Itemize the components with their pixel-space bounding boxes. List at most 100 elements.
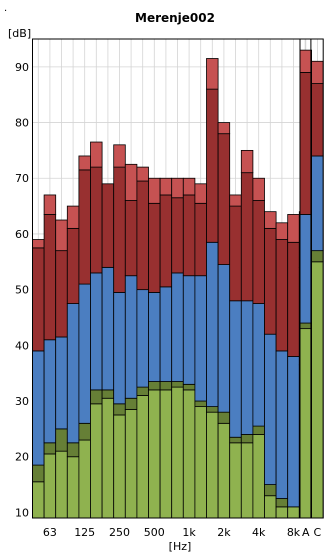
bar-segment-4k-s0 xyxy=(252,434,265,519)
bar-segment-6.3k-s3 xyxy=(275,239,289,352)
bar-segment-160-s1 xyxy=(90,389,103,405)
bar-segment-2.5k-s3 xyxy=(229,205,242,302)
bar-segment-125-s2 xyxy=(78,283,91,424)
bar-segment-630-s2 xyxy=(159,286,173,382)
bar-segment-8k-s4 xyxy=(287,214,300,243)
bar-segment-800-s2 xyxy=(171,272,184,382)
bar-segment-A-s4 xyxy=(299,49,313,73)
bar-segment-80-s4 xyxy=(55,219,68,252)
x-tick-label: 500 xyxy=(144,526,165,539)
bar-segment-800-s3 xyxy=(171,197,184,274)
bar-segment-1.25k-s1 xyxy=(194,400,207,408)
bar-segment-6.3k-s1 xyxy=(275,498,289,508)
bar-segment-63-s3 xyxy=(43,214,57,341)
bar-segment-630-s1 xyxy=(159,381,173,391)
bar-segment-C-s2 xyxy=(311,155,324,252)
bar-segment-160-s4 xyxy=(90,141,103,168)
bar-segment-63-s0 xyxy=(43,453,57,519)
y-tick-label: 50 xyxy=(15,284,29,297)
y-tick-label: 10 xyxy=(15,506,29,519)
x-tick-label: C xyxy=(314,526,322,539)
bar-segment-5k-s0 xyxy=(264,495,277,519)
bar-segment-100-s2 xyxy=(66,303,80,444)
bar-segment-A-s1 xyxy=(299,322,313,330)
x-axis-label: [Hz] xyxy=(169,540,192,553)
bar-segment-500-s2 xyxy=(148,292,161,382)
bar-segment-C-s4 xyxy=(311,60,324,84)
bar-segment-63-s4 xyxy=(43,194,57,215)
bar-segment-315-s4 xyxy=(124,163,138,201)
bar-segment-250-s3 xyxy=(113,166,126,293)
bar-segment-500-s3 xyxy=(148,202,161,293)
bar-segment-3.15k-s3 xyxy=(240,172,254,302)
bar-segment-2.5k-s2 xyxy=(229,300,242,438)
bar-segment-630-s3 xyxy=(159,194,173,288)
bar-segment-1k-s4 xyxy=(182,177,196,196)
bar-segment-1.6k-s0 xyxy=(206,411,219,519)
bar-segment-100-s4 xyxy=(66,205,80,229)
x-tick-label: 4k xyxy=(252,526,266,539)
y-tick-label: 70 xyxy=(15,172,29,185)
bar-segment-160-s2 xyxy=(90,272,103,391)
bar-segment-500-s4 xyxy=(148,177,161,204)
bar-segment-6.3k-s0 xyxy=(275,506,289,519)
bar-segment-6.3k-s4 xyxy=(275,222,289,240)
y-tick-label: 60 xyxy=(15,228,29,241)
bar-segment-2k-s1 xyxy=(217,411,231,424)
y-axis-label: [dB] xyxy=(8,27,31,40)
bar-segment-400-s2 xyxy=(136,289,149,388)
bar-segment-125-s1 xyxy=(78,422,91,441)
bar-segment-1k-s0 xyxy=(182,389,196,519)
bar-segment-200-s1 xyxy=(101,389,115,399)
bar-segment-1.6k-s1 xyxy=(206,406,219,413)
bar-segment-1k-s1 xyxy=(182,383,196,391)
bar-segment-315-s0 xyxy=(124,408,138,519)
bar-segment-160-s0 xyxy=(90,403,103,519)
bar-segment-400-s0 xyxy=(136,395,149,519)
panel-border xyxy=(299,38,324,519)
bar-segment-5k-s4 xyxy=(264,211,277,229)
bar-segment-500-s1 xyxy=(148,381,161,391)
bar-segment-1k-s2 xyxy=(182,275,196,385)
bar-segment-125-s3 xyxy=(78,169,91,285)
bar-segment-315-s3 xyxy=(124,200,138,277)
bar-segment-2.5k-s0 xyxy=(229,442,242,519)
bar-segment-250-s2 xyxy=(113,292,126,405)
bar-segment-1.25k-s4 xyxy=(194,183,207,204)
bar-segment-400-s3 xyxy=(136,180,149,291)
bar-segment-500-s0 xyxy=(148,389,161,519)
bar-segment-315-s1 xyxy=(124,397,138,410)
bar-segment-200-s2 xyxy=(101,266,115,391)
bar-segment-2.5k-s4 xyxy=(229,194,242,207)
bar-segment-50-s3 xyxy=(32,247,45,352)
bar-segment-315-s2 xyxy=(124,275,138,399)
bar-segment-5k-s1 xyxy=(264,484,277,497)
bar-segment-8k-s0 xyxy=(287,506,300,519)
bar-segment-160-s3 xyxy=(90,166,103,274)
chart-title: Merenje002 xyxy=(135,11,215,25)
x-tick-label: A xyxy=(302,526,310,539)
bar-segment-4k-s4 xyxy=(252,177,265,201)
bar-segment-50-s1 xyxy=(32,464,45,483)
bar-segment-A-s0 xyxy=(299,328,313,519)
bar-segment-400-s1 xyxy=(136,386,149,396)
y-tick-label: 30 xyxy=(15,395,29,408)
y-tick-label: 90 xyxy=(15,61,29,74)
bar-segment-1.6k-s4 xyxy=(206,58,219,90)
x-tick-label: 63 xyxy=(43,526,57,539)
x-tick-label: 1k xyxy=(182,526,196,539)
plot-area: 10 20 30 40 50 60 70 80 90 63 125 250 500 1k 2k 4k 8k A C xyxy=(15,38,324,539)
bar-segment-63-s1 xyxy=(43,442,57,455)
bar-segment-100-s0 xyxy=(66,456,80,519)
bar-segment-100-s3 xyxy=(66,227,80,304)
bar-segment-250-s0 xyxy=(113,414,126,519)
corner-mark: . xyxy=(4,3,7,14)
x-tick-label: 250 xyxy=(109,526,130,539)
bar-segment-8k-s3 xyxy=(287,241,300,357)
bar-segment-3.15k-s0 xyxy=(240,442,254,519)
bar-segment-250-s1 xyxy=(113,403,126,416)
x-tick-label: 8k xyxy=(287,526,301,539)
bar-segment-800-s1 xyxy=(171,381,184,388)
bar-segment-400-s4 xyxy=(136,166,149,182)
